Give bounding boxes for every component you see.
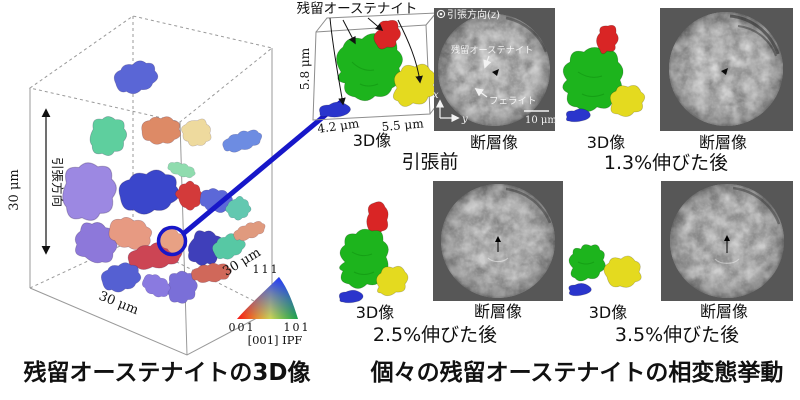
tomo1-center-mark xyxy=(492,69,499,76)
tomo3-center-mark xyxy=(487,236,509,263)
particle-state-2 xyxy=(338,201,409,304)
particle-yellow xyxy=(609,85,646,117)
zoom-3d-label: 3D像 xyxy=(353,131,392,150)
ipf-001-label: 001 xyxy=(229,321,256,334)
particle-green xyxy=(562,47,624,112)
particle-blue xyxy=(319,101,351,118)
particle-yellow xyxy=(603,255,642,288)
particle-red xyxy=(596,24,619,55)
particle-red xyxy=(366,201,389,235)
zoom-dim-depth: 5.5 μm xyxy=(381,116,425,134)
stage3-3d-label: 3D像 xyxy=(589,303,628,322)
particle-blue xyxy=(568,283,592,297)
particle-state-1 xyxy=(562,24,646,123)
stage2-3d-label: 3D像 xyxy=(356,303,395,322)
particle-state-3 xyxy=(568,244,642,297)
zoom-dim-height: 5.8 μm xyxy=(298,47,312,90)
tomo1-direction-label: 引張方向(z) xyxy=(447,8,500,21)
tomogram-panel-4 xyxy=(661,181,793,301)
tomo3-label: 断層像 xyxy=(474,302,522,321)
tomo2-label: 断層像 xyxy=(699,133,747,152)
stage2-caption: 2.5%伸びた後 xyxy=(373,324,497,346)
tomogram-panel-3 xyxy=(433,181,563,301)
out-of-plane-icon xyxy=(436,9,446,19)
ipf-111-label: 111 xyxy=(253,263,280,276)
ipf-caption: [001] IPF xyxy=(248,333,303,347)
particle-green xyxy=(568,244,606,282)
left-title: 残留オーステナイトの3D像 xyxy=(24,359,312,386)
particle-yellow xyxy=(376,265,409,297)
tomo1-scale-bar: 10 μm xyxy=(525,115,557,126)
tomo1-label: 断層像 xyxy=(470,133,518,152)
tomo1-axes xyxy=(435,99,460,123)
stage0-caption: 引張前 xyxy=(401,151,458,173)
tomo4-center-mark xyxy=(714,235,740,264)
tomo1-ferrite-label: フェライト xyxy=(489,96,537,107)
particle-state-0 xyxy=(319,19,436,118)
particle-green xyxy=(339,228,389,289)
tomo1-axis-x: x xyxy=(433,90,439,101)
ipf-legend: 111 001 101 [001] IPF xyxy=(229,263,311,347)
stage1-3d-label: 3D像 xyxy=(587,133,626,152)
particle-yellow xyxy=(392,63,436,107)
zoom-annotation: 残留オーステナイト xyxy=(297,1,418,17)
tomo4-label: 断層像 xyxy=(700,302,748,321)
callout-line xyxy=(181,100,343,236)
cube-height-label: 30 μm xyxy=(7,169,22,210)
tomogram-panel-1: 引張方向(z) 残留オーステナイト フェライト x y 10 μm xyxy=(433,8,557,131)
tomo1-austenite-label: 残留オーステナイト xyxy=(451,44,533,56)
tomo2-center-mark xyxy=(721,68,728,75)
annotation-arrows xyxy=(329,17,423,106)
ipf-101-label: 101 xyxy=(284,321,311,334)
particle-blue xyxy=(565,108,591,123)
tensile-direction-label: 引張方向 xyxy=(50,157,65,207)
stage1-caption: 1.3%伸びた後 xyxy=(604,152,728,174)
tomogram-panel-2 xyxy=(660,8,793,131)
particle-blue xyxy=(338,289,364,304)
stage3-caption: 3.5%伸びた後 xyxy=(615,324,739,346)
tomo1-axis-y: y xyxy=(461,114,468,125)
magnifier-circle-icon xyxy=(156,225,188,257)
right-title: 個々の残留オーステナイトの相変態挙動 xyxy=(370,359,784,386)
cube-width-label: 30 μm xyxy=(97,289,141,318)
zoom-dim-width: 4.2 μm xyxy=(316,116,360,136)
